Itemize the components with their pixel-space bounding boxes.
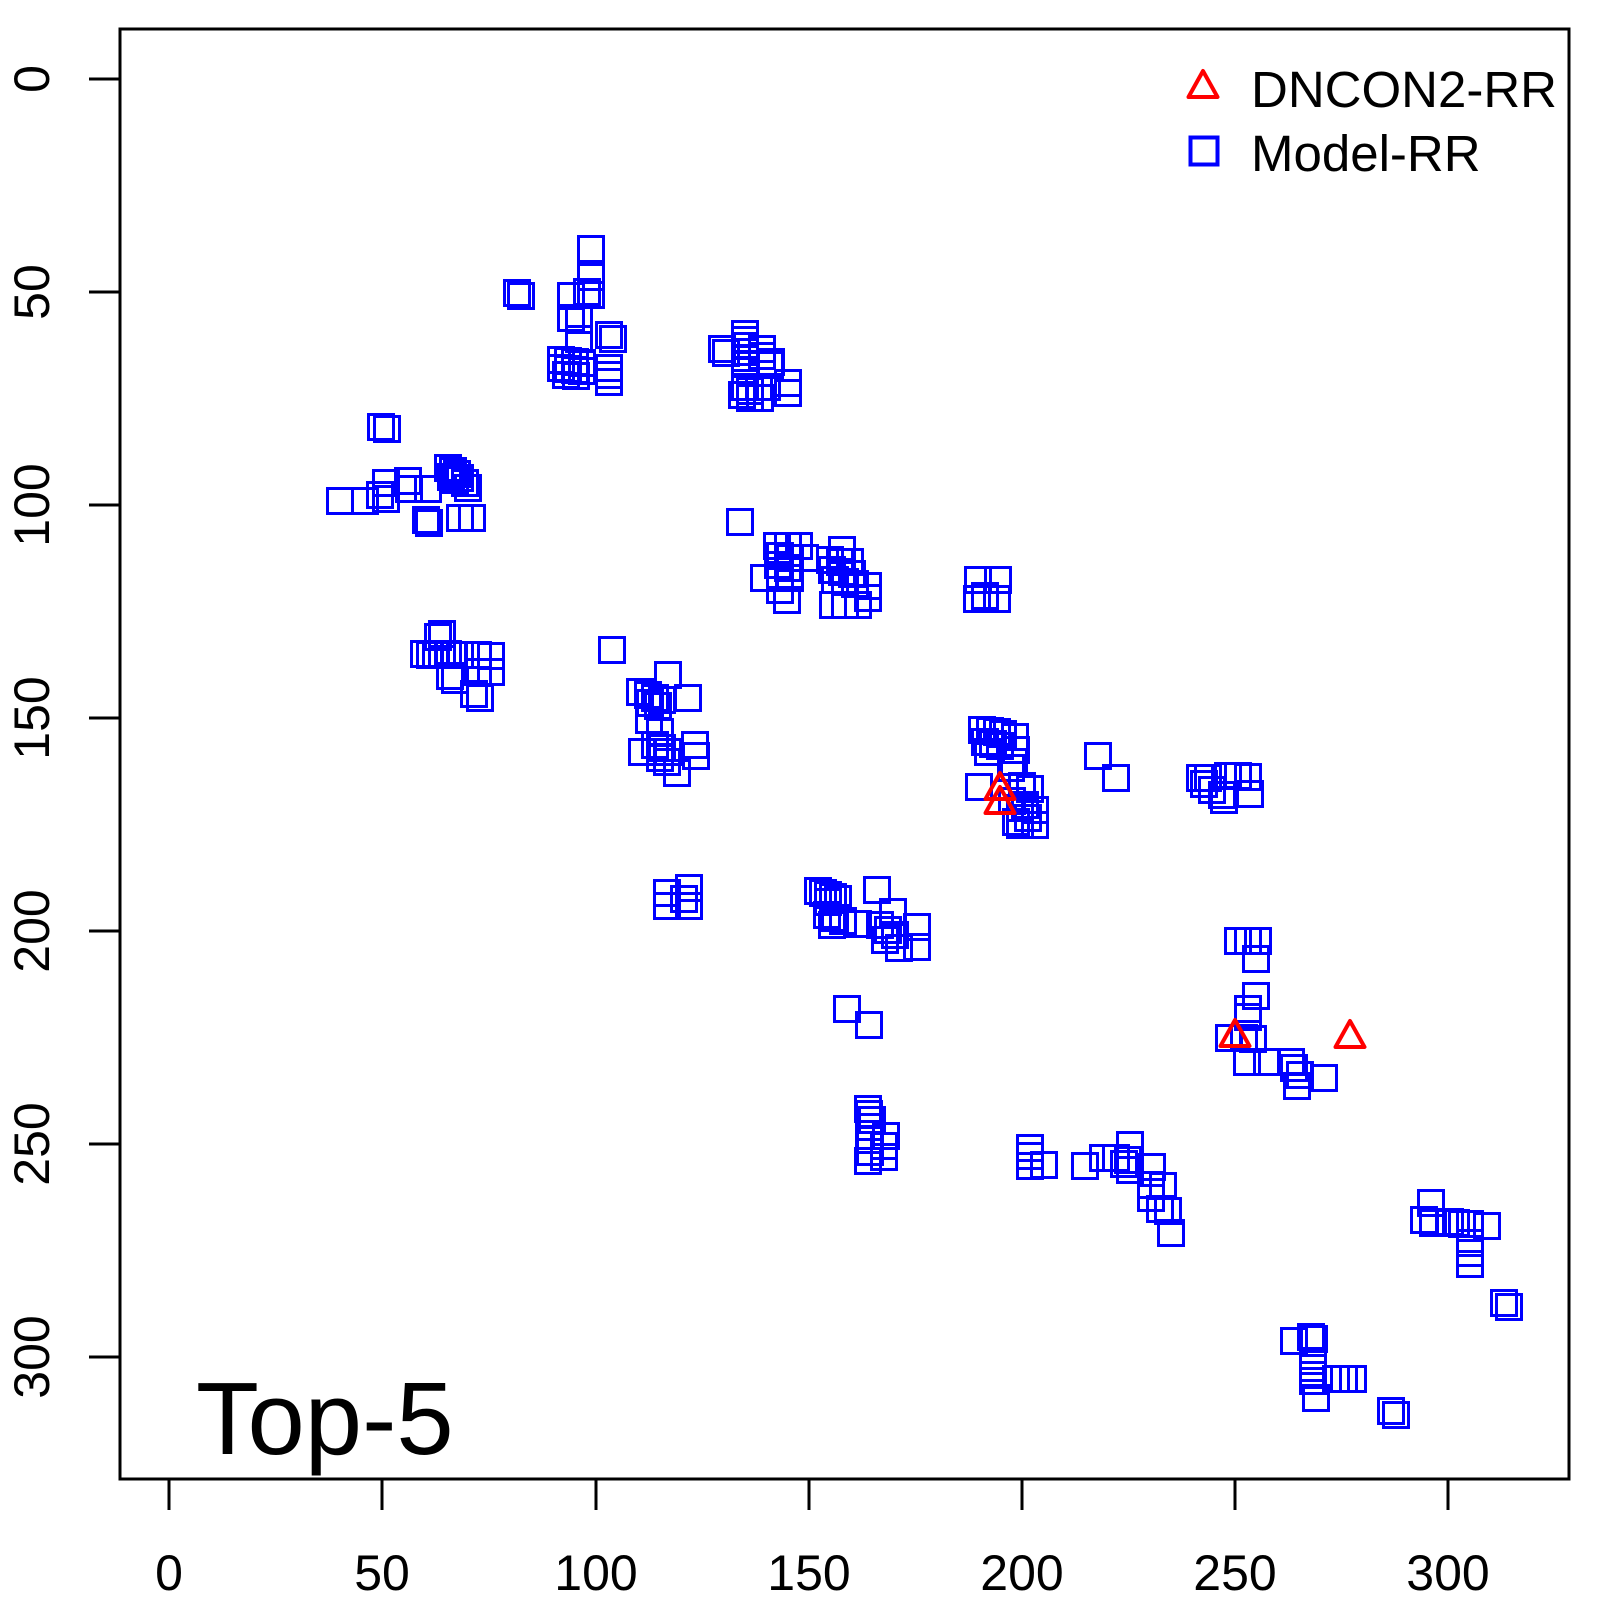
svg-text:250: 250 [1193,1545,1276,1600]
svg-text:200: 200 [980,1545,1063,1600]
svg-text:150: 150 [767,1545,850,1600]
svg-text:Top-5: Top-5 [196,1361,454,1476]
svg-text:300: 300 [1406,1545,1489,1600]
svg-text:0: 0 [4,65,60,93]
svg-text:DNCON2-RR: DNCON2-RR [1251,61,1557,118]
svg-text:150: 150 [4,676,60,759]
svg-text:50: 50 [354,1545,410,1600]
svg-text:50: 50 [4,264,60,320]
svg-text:100: 100 [554,1545,637,1600]
svg-text:200: 200 [4,889,60,972]
svg-text:250: 250 [4,1102,60,1185]
svg-text:0: 0 [155,1545,183,1600]
svg-text:100: 100 [4,463,60,546]
svg-text:Model-RR: Model-RR [1251,125,1481,182]
svg-text:300: 300 [4,1315,60,1398]
